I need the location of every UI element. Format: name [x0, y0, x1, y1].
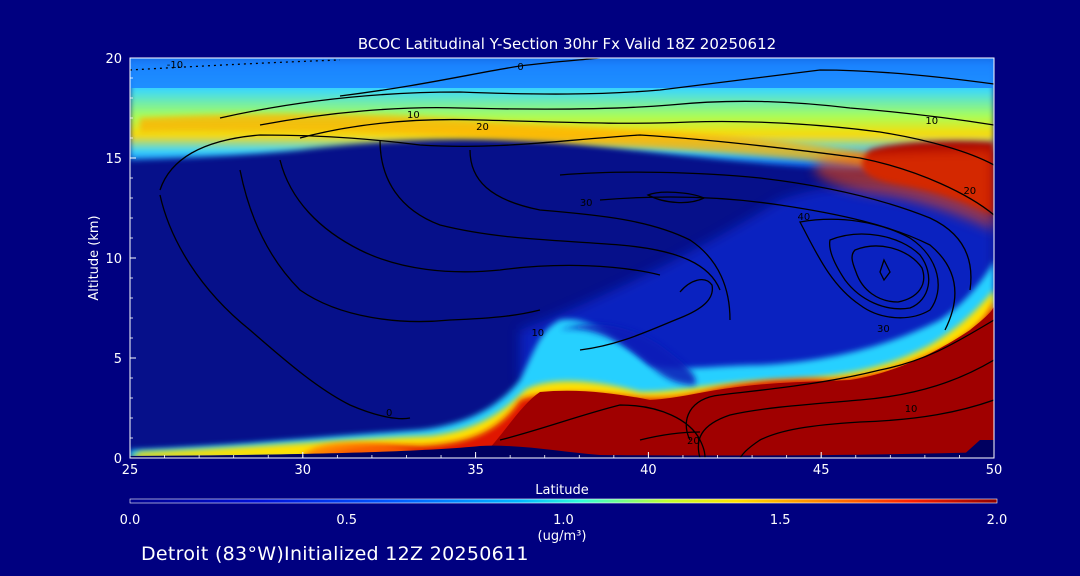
contour-label-3: 20 [476, 122, 489, 133]
contour-50-ring-2 [851, 245, 925, 303]
contour-label-2: 10 [407, 110, 420, 121]
colorbar-tick-label-2: 1.0 [553, 513, 574, 528]
plume-tongue [560, 324, 696, 385]
contour-east-3 [739, 399, 994, 458]
contour-lines [130, 58, 994, 458]
x-tick-label-4: 45 [813, 463, 830, 478]
contour-label-7: 30 [580, 198, 593, 209]
contour-label-1: 0 [517, 62, 523, 73]
y-tick-label-3: 15 [105, 152, 122, 167]
contour-10-upper [259, 100, 994, 126]
contour-mid-loop [579, 279, 713, 351]
contour-small-loop [646, 191, 706, 204]
x-tick-label-1: 30 [295, 463, 312, 478]
y-axis: 0 5 10 15 20 [105, 52, 136, 467]
contour-30-mid [469, 149, 731, 321]
band-streak [140, 113, 900, 170]
contour-0-top [339, 58, 601, 97]
footer-caption: Detroit (83°W)Initialized 12Z 20250611 [141, 543, 529, 565]
contour-40-mid [599, 196, 956, 331]
terrain-right [960, 440, 994, 458]
contour-label-4: 10 [925, 116, 938, 127]
y-axis-label: Altitude (km) [87, 215, 102, 300]
contour-40-upper [559, 171, 972, 291]
contour-label-5: 20 [963, 186, 976, 197]
contour-20-upper [299, 118, 994, 166]
x-tick-label-2: 35 [467, 463, 484, 478]
colorbar-tick-label-1: 0.5 [336, 513, 357, 528]
contour-label-9: 30 [877, 324, 890, 335]
y-tick-label-0: 0 [114, 452, 122, 467]
y-tick-label-1: 5 [114, 352, 122, 367]
bcoc-concentration-field [130, 58, 994, 458]
colorbar-tick-label-0: 0.0 [120, 513, 141, 528]
colorbar [129, 498, 998, 504]
chart-title: BCOC Latitudinal Y-Section 30hr Fx Valid… [358, 35, 776, 53]
contour-label-6: 40 [798, 212, 811, 223]
mid-blue-region [520, 185, 994, 380]
top-strip [130, 58, 994, 88]
terrain [130, 445, 994, 458]
contour-max-core [879, 258, 891, 282]
contour-label-11: 0 [386, 408, 392, 419]
contour-outer-left [159, 134, 994, 216]
contour-50-ring-1 [829, 233, 930, 310]
contour-label-8: 10 [531, 328, 544, 339]
contour-surface-2 [639, 431, 701, 441]
colorbar-unit: (ug/m³) [538, 529, 587, 544]
contour-20-left [279, 159, 661, 276]
y-tick-label-2: 10 [105, 252, 122, 267]
contour-label-12: 20 [687, 436, 700, 447]
x-axis: 25 30 35 40 45 50 [122, 452, 1003, 478]
contour-east-1 [685, 319, 994, 441]
contour-0-upper [219, 69, 994, 119]
contour-surface-1 [499, 404, 706, 458]
contour-10-left [239, 169, 541, 323]
contour-label-0: -10 [167, 60, 183, 71]
contour-0-left [159, 194, 411, 420]
x-tick-label-3: 40 [640, 463, 657, 478]
contour-30-left [379, 139, 721, 291]
x-tick-label-5: 50 [986, 463, 1003, 478]
colorbar-tick-label-3: 1.5 [770, 513, 791, 528]
plume-core [480, 305, 994, 458]
contour-label-10: 10 [905, 404, 918, 415]
upper-right-orange [814, 148, 994, 230]
x-tick-label-0: 25 [122, 463, 139, 478]
x-axis-label: Latitude [535, 483, 589, 498]
colorbar-ticks: 0.0 0.5 1.0 1.5 2.0 [120, 513, 1008, 528]
contour-labels: -10 0 10 20 10 20 40 30 10 30 10 0 20 [167, 60, 976, 447]
contour-minus-10 [130, 59, 341, 71]
contour-east-2 [697, 359, 994, 458]
colorbar-tick-label-4: 2.0 [987, 513, 1008, 528]
y-tick-label-4: 20 [105, 52, 122, 67]
contour-40-inner [799, 218, 939, 319]
